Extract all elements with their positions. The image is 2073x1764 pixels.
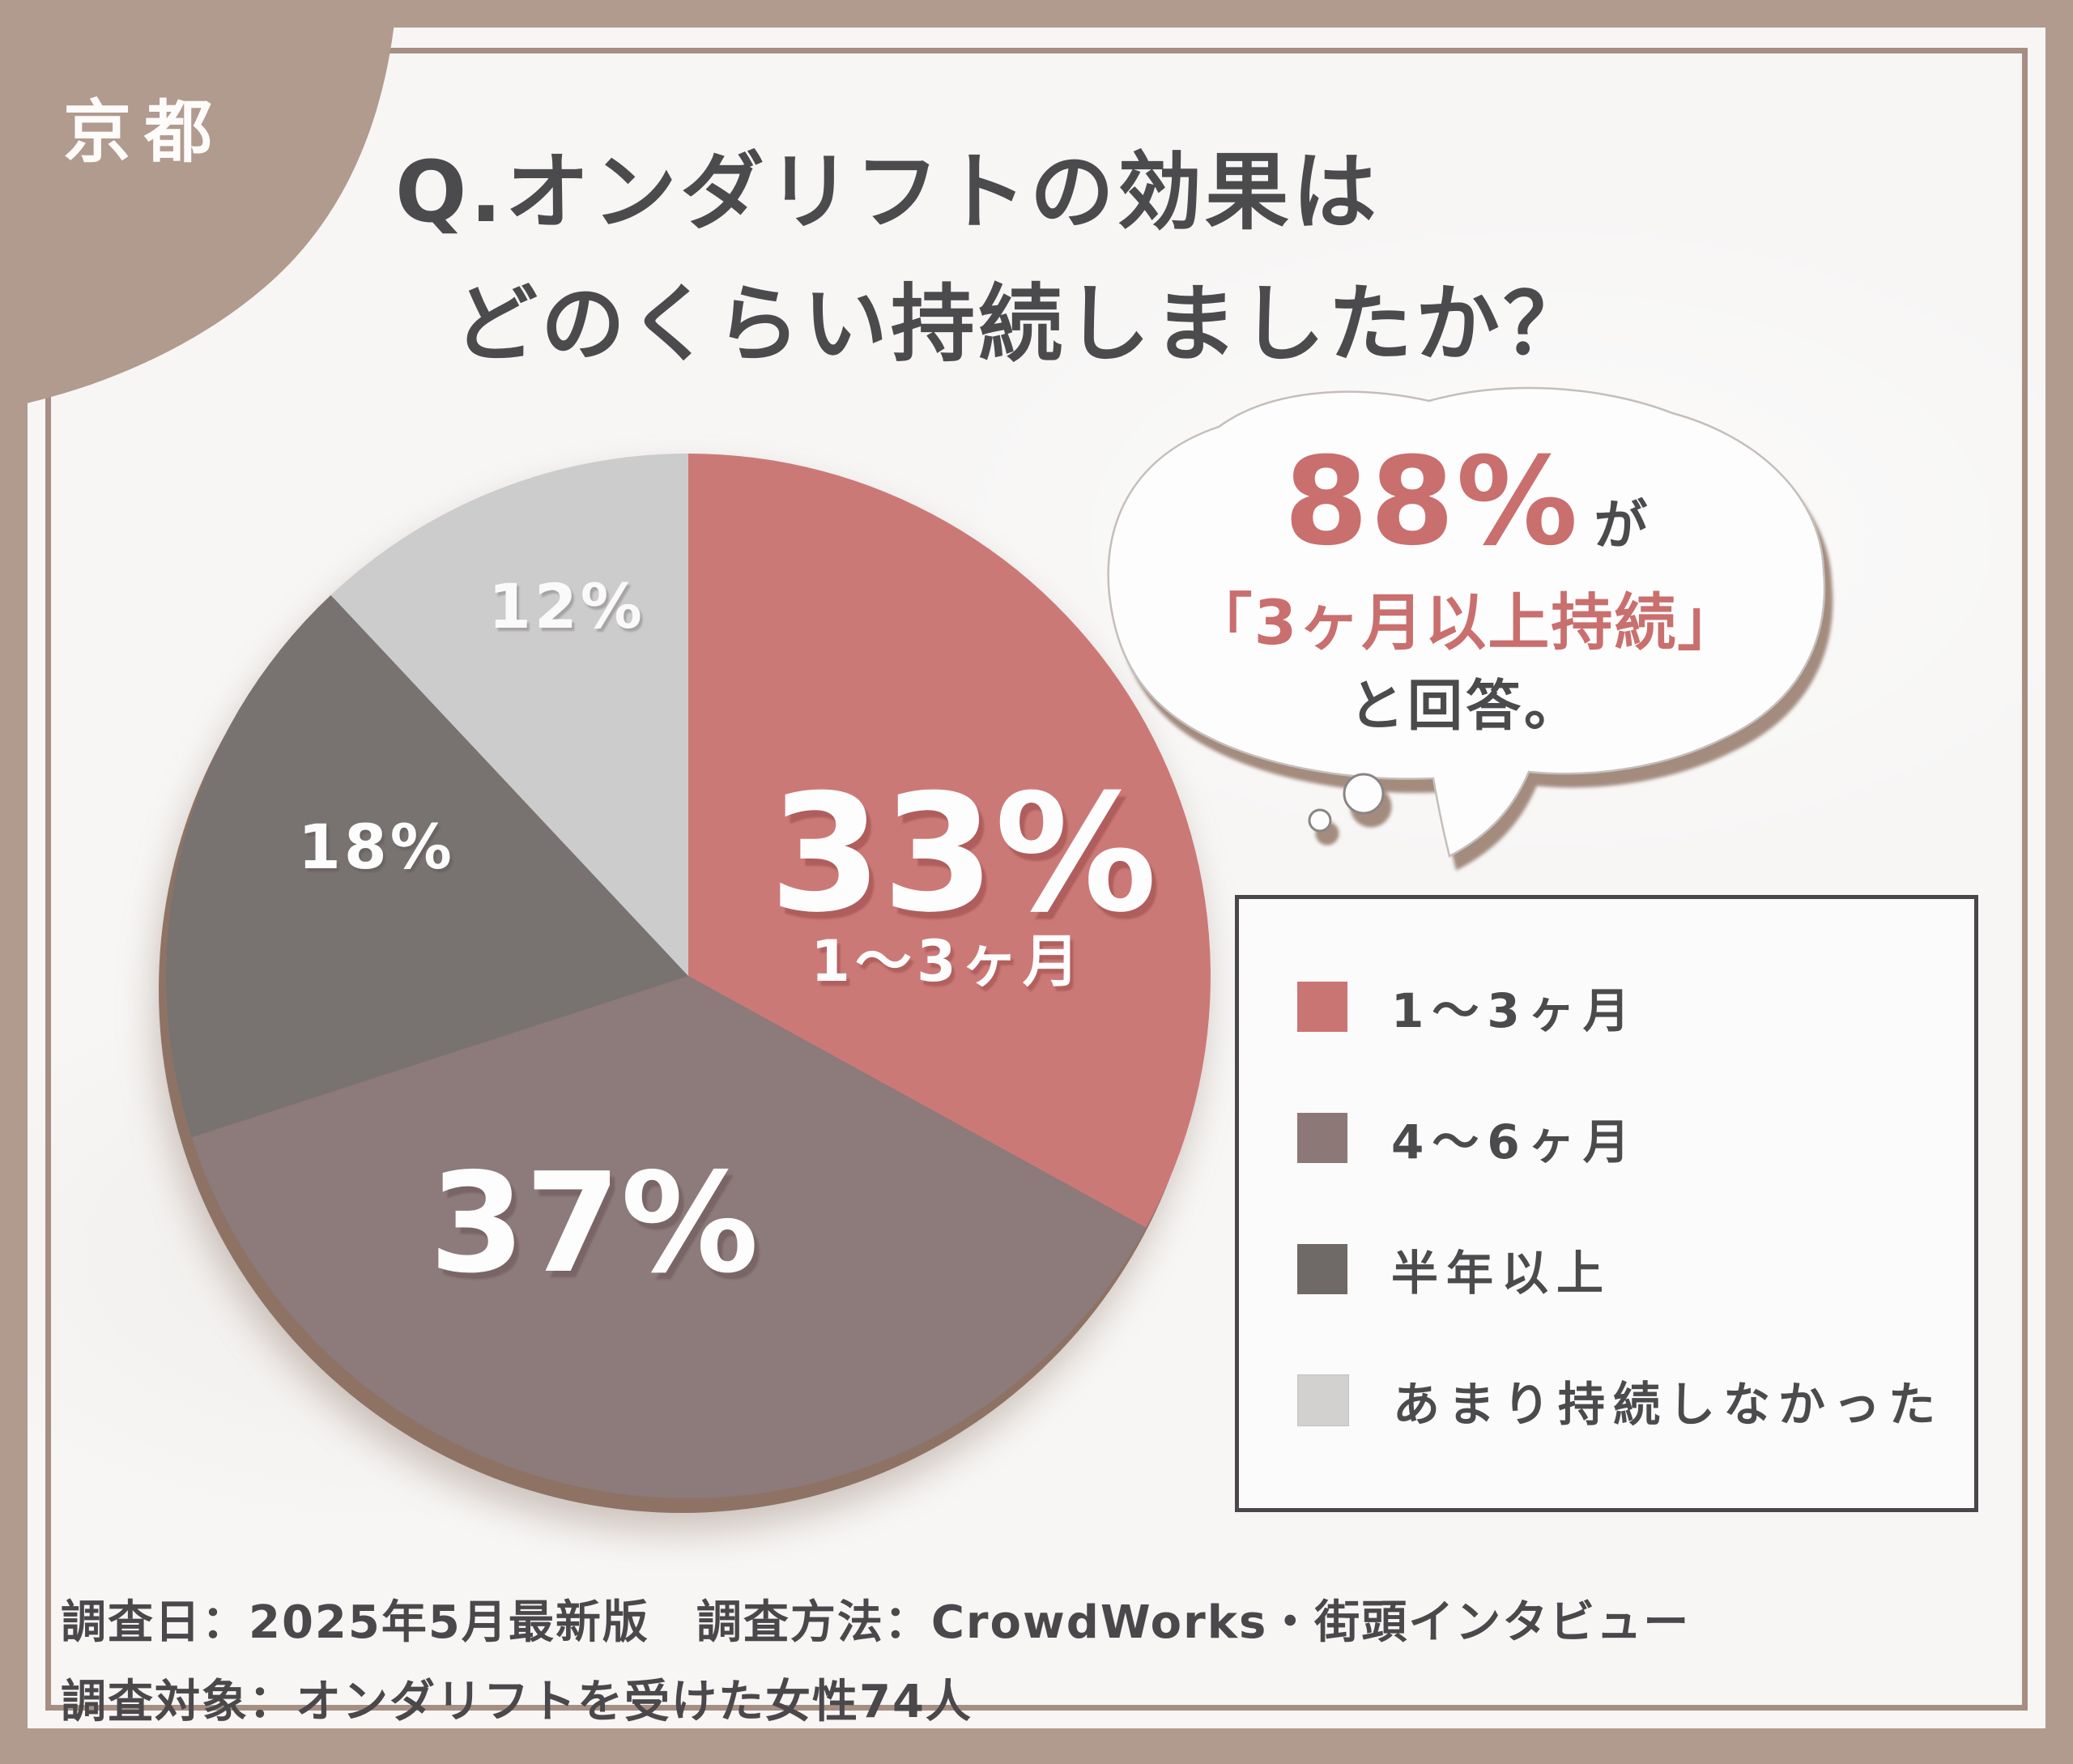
legend-label: あまり持続しなかった xyxy=(1393,1377,1944,1432)
pie-slice-1-3months xyxy=(688,454,1211,1228)
page-title-line1: Q.オンダリフトの効果は xyxy=(395,143,1380,241)
pie-slice-4-6months xyxy=(191,976,1147,1498)
callout-particle: が xyxy=(1594,494,1648,556)
legend-label: 1～3ヶ月 xyxy=(1391,983,1638,1038)
callout-answer: と回答。 xyxy=(1348,675,1582,739)
survey-note-date-method: 調査日：2025年5月最新版 調査方法：CrowdWorks・街頭インタビュー xyxy=(61,1596,1691,1649)
region-badge: 京都 xyxy=(63,92,226,172)
callout-quote: 「3ヶ月以上持続」 xyxy=(1190,586,1741,658)
thought-dot-large xyxy=(1343,773,1385,815)
legend-swatch-dark-gray xyxy=(1297,1244,1347,1294)
pie-value-label-33: 33% xyxy=(769,760,1157,948)
legend-swatch-light-gray xyxy=(1297,1374,1349,1426)
legend-swatch-red xyxy=(1297,982,1347,1032)
legend-label: 4～6ヶ月 xyxy=(1391,1114,1638,1170)
callout-stat-line: 88% が xyxy=(1283,441,1647,563)
pie-slice-over-half-year xyxy=(166,594,688,1138)
legend-item-1-3months: 1～3ヶ月 xyxy=(1297,973,1950,1041)
legend-item-4-6months: 4～6ヶ月 xyxy=(1297,1104,1950,1172)
pie-chart xyxy=(159,454,1211,1513)
thought-dot-small xyxy=(1308,808,1332,833)
legend-label: 半年以上 xyxy=(1391,1246,1612,1301)
callout-text: 88% が 「3ヶ月以上持続」 と回答。 xyxy=(1117,441,1814,741)
pie-value-label-37: 37% xyxy=(429,1144,759,1304)
pie-value-label-12: 12% xyxy=(488,570,645,642)
pie-slice-not-lasting xyxy=(330,454,688,976)
legend-item-not-lasting: あまり持続しなかった xyxy=(1297,1366,1950,1434)
legend-swatch-mauve xyxy=(1297,1113,1347,1163)
survey-note-subjects: 調査対象：オンダリフトを受けた女性74人 xyxy=(61,1676,973,1728)
corner-blob-shape xyxy=(0,0,397,409)
legend-item-over-half-year: 半年以上 xyxy=(1297,1235,1950,1303)
chart-legend: 1～3ヶ月 4～6ヶ月 半年以上 あまり持続しなかった xyxy=(1235,895,1978,1512)
pie-category-label-1-3months: 1～3ヶ月 xyxy=(811,928,1084,995)
page-title-line2: どのくらい持続しましたか？ xyxy=(453,275,1591,373)
callout-stat: 88% xyxy=(1283,432,1580,573)
thought-bubble xyxy=(1107,386,1826,858)
pie-value-label-18: 18% xyxy=(298,811,455,883)
thought-bubble-cloud xyxy=(1107,386,1826,858)
